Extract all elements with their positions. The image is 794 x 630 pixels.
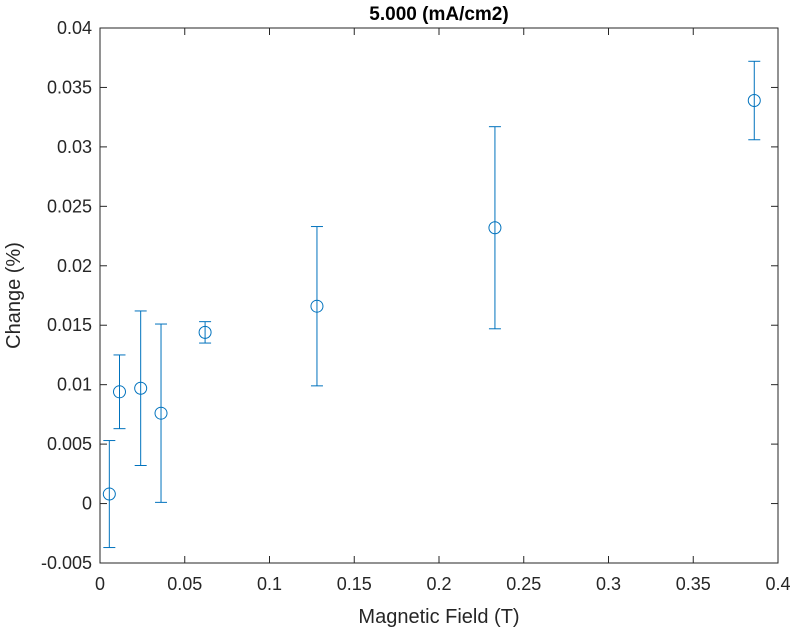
circle-marker <box>154 406 168 420</box>
circle-marker <box>134 381 148 395</box>
data-series <box>102 60 761 549</box>
circle-marker <box>102 487 116 501</box>
y-tick-label: 0.035 <box>47 77 92 97</box>
plot-area <box>100 28 778 563</box>
axes-box <box>99 27 779 564</box>
circle-marker <box>112 385 126 399</box>
chart-title: 5.000 (mA/cm2) <box>369 4 508 25</box>
data-point <box>310 226 324 387</box>
data-point <box>198 321 212 344</box>
y-tick-label: 0.025 <box>47 196 92 216</box>
circle-marker <box>198 325 212 339</box>
circle-marker <box>747 94 761 108</box>
y-tick-label: 0.01 <box>57 375 92 395</box>
circle-marker <box>310 299 324 313</box>
data-point <box>102 440 116 549</box>
y-tick-label: 0.04 <box>57 18 92 38</box>
x-tick-label: 0.1 <box>257 574 282 594</box>
x-tick-label: 0 <box>95 574 105 594</box>
data-point <box>154 323 168 503</box>
x-axis-ticks: 0 0.05 0.1 0.15 0.2 0.25 0.3 0.35 0.4 <box>95 28 791 594</box>
y-tick-label: 0.03 <box>57 137 92 157</box>
y-tick-label: 0 <box>82 494 92 514</box>
x-tick-label: 0.35 <box>676 574 711 594</box>
x-tick-label: 0.2 <box>426 574 451 594</box>
y-axis-label: Change (%) <box>3 242 25 349</box>
x-tick-label: 0.3 <box>596 574 621 594</box>
y-tick-label: 0.02 <box>57 256 92 276</box>
x-axis-label: Magnetic Field (T) <box>358 606 519 628</box>
data-point <box>134 310 148 467</box>
y-tick-label: -0.005 <box>41 553 92 573</box>
circle-marker <box>488 221 502 235</box>
y-tick-label: 0.015 <box>47 315 92 335</box>
x-tick-label: 0.15 <box>337 574 372 594</box>
data-point <box>747 60 761 141</box>
y-tick-label: 0.005 <box>47 434 92 454</box>
data-point <box>112 354 126 430</box>
x-tick-label: 0.05 <box>167 574 202 594</box>
data-point <box>488 126 502 330</box>
x-tick-label: 0.25 <box>506 574 541 594</box>
x-tick-label: 0.4 <box>765 574 790 594</box>
y-axis-ticks: -0.005 0 0.005 0.01 0.015 0.02 0.025 0.03 0.035 0… <box>41 18 778 573</box>
